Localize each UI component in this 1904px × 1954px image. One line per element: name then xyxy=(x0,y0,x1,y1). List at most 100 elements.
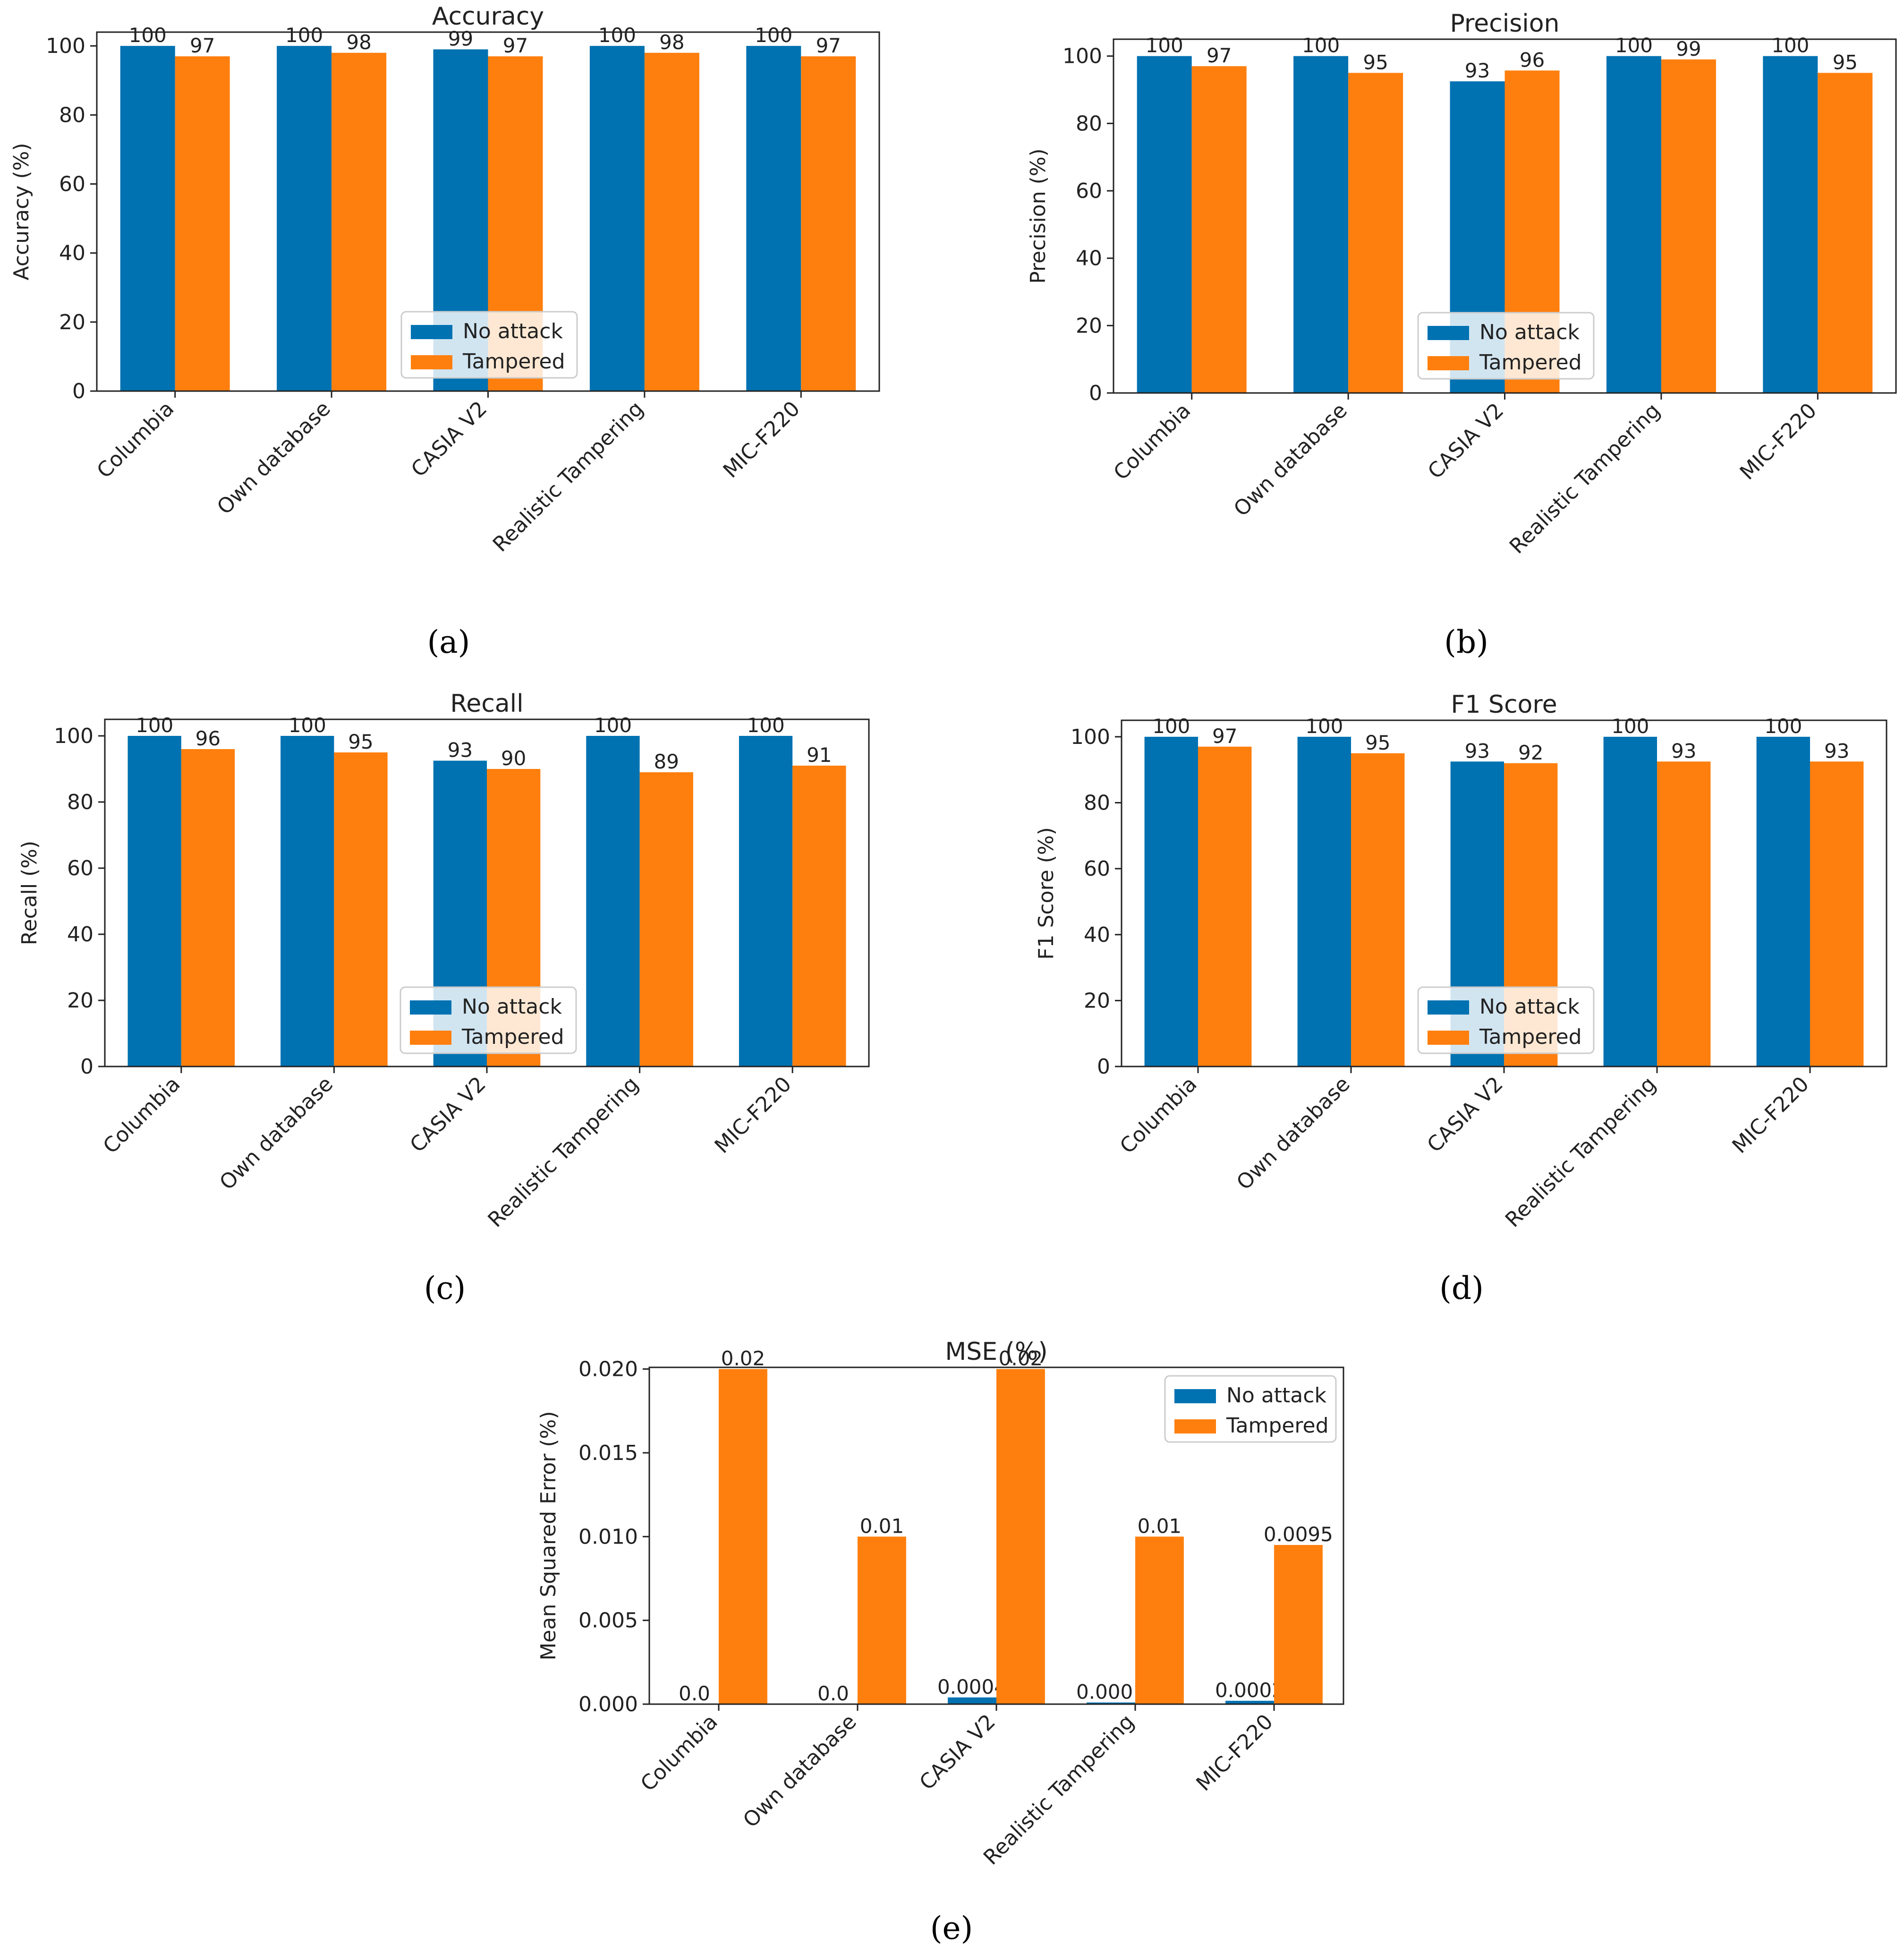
data-label-tampered-4: 97 xyxy=(816,34,841,57)
bar-tampered-0 xyxy=(1191,66,1247,393)
data-label-tampered-1: 95 xyxy=(1363,51,1388,74)
legend-label-no-attack: No attack xyxy=(1226,1383,1326,1408)
y-tick-label-5: 100 xyxy=(54,724,94,748)
data-label-tampered-1: 98 xyxy=(346,31,371,54)
data-label-tampered-0: 97 xyxy=(190,34,215,57)
data-label-no-attack-2: 99 xyxy=(448,27,473,51)
legend-swatch-no-attack xyxy=(410,1000,451,1015)
bar-tampered-1 xyxy=(1348,73,1403,393)
data-label-tampered-4: 91 xyxy=(807,743,832,767)
data-label-no-attack-4: 100 xyxy=(1771,34,1809,57)
data-label-tampered-3: 89 xyxy=(654,750,679,773)
data-label-tampered-0: 0.02 xyxy=(721,1347,765,1370)
data-label-tampered-0: 97 xyxy=(1212,725,1237,748)
data-label-tampered-2: 90 xyxy=(501,747,526,770)
bar-tampered-0 xyxy=(1198,746,1252,1067)
data-label-no-attack-4: 100 xyxy=(1764,715,1802,738)
legend: No attack Tampered xyxy=(1417,312,1595,380)
data-label-tampered-0: 97 xyxy=(1207,44,1232,67)
y-tick-label-3: 60 xyxy=(59,172,85,196)
legend-swatch-tampered xyxy=(1174,1419,1216,1434)
caption-a: (a) xyxy=(427,624,470,660)
data-label-tampered-4: 93 xyxy=(1824,739,1849,762)
data-label-tampered-1: 95 xyxy=(348,730,373,753)
bar-tampered-3 xyxy=(644,52,699,392)
bar-no-attack-2 xyxy=(948,1697,996,1704)
legend: No attack Tampered xyxy=(1417,986,1595,1054)
data-label-no-attack-3: 100 xyxy=(594,714,632,737)
data-label-tampered-3: 93 xyxy=(1671,739,1696,762)
bar-tampered-3 xyxy=(1135,1536,1184,1704)
caption-c: (c) xyxy=(424,1270,466,1306)
bar-no-attack-4 xyxy=(1225,1700,1274,1704)
y-tick-label-3: 60 xyxy=(1076,179,1102,203)
bar-tampered-4 xyxy=(1810,761,1864,1067)
y-tick-label-2: 40 xyxy=(67,922,94,947)
y-axis-label: F1 Score (%) xyxy=(1034,827,1058,960)
y-tick-label-0: 0 xyxy=(72,379,85,403)
y-axis-label: Accuracy (%) xyxy=(9,143,34,280)
data-label-tampered-3: 0.01 xyxy=(1138,1514,1182,1537)
chart-title: MSE (%) xyxy=(945,1338,1047,1366)
y-tick-label-2: 0.010 xyxy=(578,1525,638,1549)
bar-no-attack-1 xyxy=(1297,736,1351,1067)
y-tick-label-2: 40 xyxy=(59,241,85,265)
y-tick-label-2: 40 xyxy=(1084,923,1110,947)
bar-tampered-3 xyxy=(639,772,693,1067)
bar-tampered-1 xyxy=(332,52,387,392)
bar-no-attack-0 xyxy=(128,736,181,1067)
legend-swatch-no-attack xyxy=(1428,1000,1469,1015)
data-label-no-attack-4: 100 xyxy=(747,714,785,737)
legend-label-tampered: Tampered xyxy=(461,1025,564,1049)
y-axis-label: Recall (%) xyxy=(17,841,42,945)
bar-no-attack-1 xyxy=(280,736,334,1067)
data-label-tampered-1: 0.01 xyxy=(860,1514,904,1537)
legend-label-no-attack: No attack xyxy=(1479,995,1580,1019)
legend-swatch-tampered xyxy=(1428,356,1469,370)
bar-no-attack-4 xyxy=(746,46,801,391)
y-tick-label-1: 0.005 xyxy=(578,1609,638,1633)
legend-swatch-no-attack xyxy=(411,325,452,339)
bar-tampered-1 xyxy=(858,1536,906,1704)
bar-tampered-0 xyxy=(181,749,235,1067)
plot-frame xyxy=(104,718,870,1067)
legend: No attack Tampered xyxy=(400,986,577,1054)
legend-swatch-no-attack xyxy=(1428,326,1469,340)
legend-label-tampered: Tampered xyxy=(462,350,565,374)
y-tick-label-4: 80 xyxy=(67,790,94,814)
legend-label-tampered: Tampered xyxy=(1226,1414,1329,1438)
bar-tampered-0 xyxy=(719,1369,767,1704)
data-label-tampered-0: 96 xyxy=(196,727,221,750)
data-label-no-attack-4: 100 xyxy=(755,24,792,47)
data-label-no-attack-3: 100 xyxy=(598,24,636,47)
bar-no-attack-0 xyxy=(1137,56,1192,393)
bar-tampered-4 xyxy=(1818,73,1873,393)
plot-frame xyxy=(1113,38,1897,394)
bar-no-attack-4 xyxy=(1756,736,1810,1067)
bar-tampered-1 xyxy=(334,752,388,1067)
data-label-tampered-2: 97 xyxy=(503,34,528,57)
legend-label-tampered: Tampered xyxy=(1479,350,1582,375)
data-label-no-attack-2: 93 xyxy=(448,739,473,762)
plot-frame xyxy=(1121,719,1887,1067)
bar-no-attack-1 xyxy=(1293,56,1349,393)
bar-no-attack-3 xyxy=(1606,56,1661,393)
data-label-tampered-2: 96 xyxy=(1520,48,1545,71)
data-label-tampered-2: 92 xyxy=(1518,741,1543,764)
y-tick-label-3: 60 xyxy=(1084,857,1110,881)
y-tick-label-1: 20 xyxy=(1084,989,1110,1013)
legend-label-no-attack: No attack xyxy=(1479,320,1580,344)
y-axis-label: Precision (%) xyxy=(1026,148,1050,283)
data-label-no-attack-4: 0.0002 xyxy=(1215,1679,1284,1702)
y-tick-label-4: 0.020 xyxy=(578,1357,638,1382)
y-tick-label-4: 80 xyxy=(59,103,85,127)
caption-e: (e) xyxy=(930,1910,973,1946)
data-label-tampered-3: 99 xyxy=(1676,37,1701,60)
data-label-no-attack-0: 100 xyxy=(1152,715,1190,738)
legend-label-no-attack: No attack xyxy=(462,995,562,1019)
data-label-no-attack-1: 100 xyxy=(1302,34,1340,57)
legend-swatch-no-attack xyxy=(1174,1389,1216,1403)
y-tick-label-5: 100 xyxy=(1071,725,1110,749)
legend-label-tampered: Tampered xyxy=(1479,1025,1582,1049)
bar-no-attack-0 xyxy=(1144,736,1198,1067)
